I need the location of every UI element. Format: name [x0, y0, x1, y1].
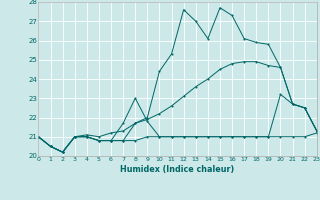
- X-axis label: Humidex (Indice chaleur): Humidex (Indice chaleur): [120, 165, 235, 174]
